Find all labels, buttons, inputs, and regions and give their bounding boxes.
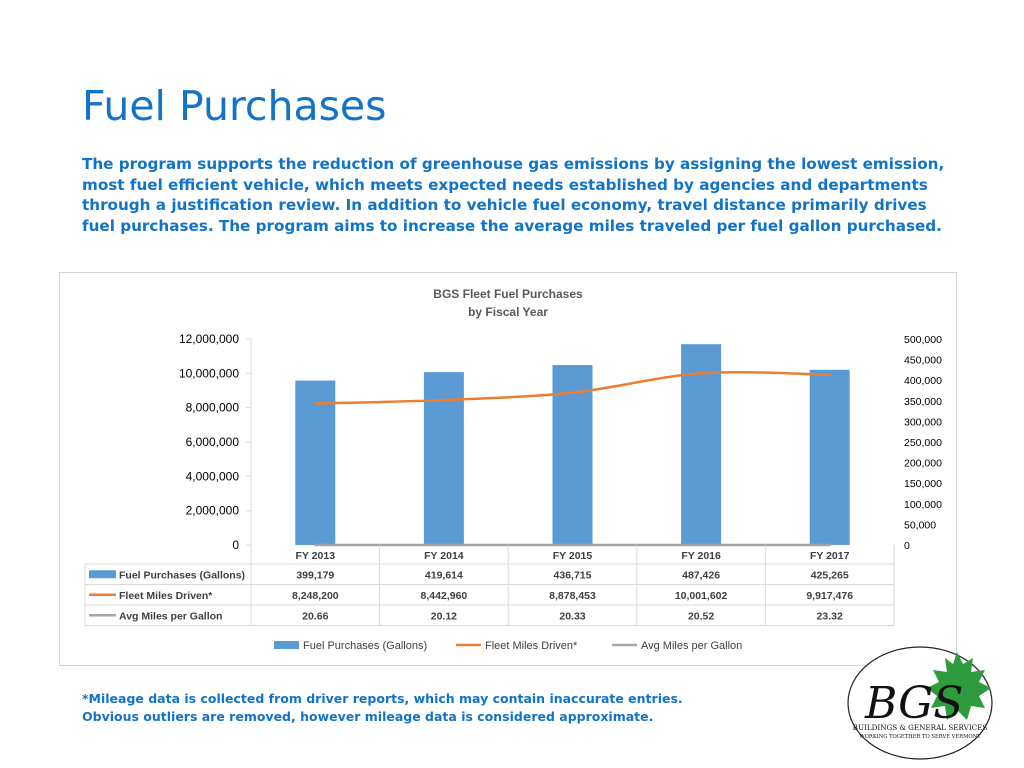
table-row-label: Fleet Miles Driven* [119, 590, 213, 602]
bar-fuel-purchases [295, 380, 336, 545]
footnote-line-1: *Mileage data is collected from driver r… [82, 691, 683, 706]
left-axis-tick-label: 4,000,000 [186, 469, 240, 483]
legend-key-bar [274, 641, 299, 649]
x-axis-category-label: FY 2015 [553, 550, 593, 562]
logo-line-2: WORKING TOGETHER TO SERVE VERMONT [859, 734, 981, 740]
left-axis-tick-label: 6,000,000 [186, 435, 240, 449]
table-cell-value: 8,878,453 [549, 590, 596, 602]
table-cell-value: 419,614 [425, 569, 463, 581]
bgs-logo: BGS BUILDINGS & GENERAL SERVICES WORKING… [847, 646, 993, 760]
x-axis-category-label: FY 2017 [810, 550, 850, 562]
table-cell-value: 425,265 [811, 569, 849, 581]
table-cell-value: 10,001,602 [675, 590, 728, 602]
table-legend-key-bar [89, 570, 116, 579]
bar-fuel-purchases [681, 344, 722, 545]
chart-title: BGS Fleet Fuel Purchases [433, 287, 583, 301]
left-axis-tick-label: 0 [232, 538, 239, 552]
right-axis-tick-label: 450,000 [904, 355, 942, 367]
legend-entry-label: Fleet Miles Driven* [485, 640, 578, 652]
right-axis-tick-label: 50,000 [904, 519, 936, 531]
maple-leaf-icon [927, 652, 991, 720]
table-cell-value: 487,426 [682, 569, 720, 581]
table-cell-value: 9,917,476 [806, 590, 853, 602]
table-cell-value: 8,442,960 [421, 590, 468, 602]
bar-fuel-purchases [423, 372, 464, 545]
table-cell-value: 436,715 [554, 569, 592, 581]
table-cell-value: 8,248,200 [292, 590, 339, 602]
table-row-label: Avg Miles per Gallon [119, 610, 222, 622]
x-axis-category-label: FY 2013 [296, 550, 336, 562]
left-axis-tick-label: 2,000,000 [186, 504, 240, 518]
left-axis-tick-label: 10,000,000 [179, 366, 239, 380]
line-fleet-miles-driven [314, 370, 831, 405]
chart-panel: BGS Fleet Fuel Purchases by Fiscal Year 0 2… [59, 272, 957, 666]
chart-subtitle: by Fiscal Year [468, 305, 548, 319]
bar-fuel-purchases [809, 369, 850, 545]
fuel-purchases-chart: BGS Fleet Fuel Purchases by Fiscal Year 0 2… [84, 287, 942, 652]
right-axis-tick-label: 500,000 [904, 334, 942, 346]
logo-initials: BGS [864, 678, 963, 729]
table-row-label: Fuel Purchases (Gallons) [119, 569, 245, 581]
intro-paragraph: The program supports the reduction of gr… [82, 155, 945, 235]
table-cell-value: 23.32 [817, 610, 843, 622]
right-axis-tick-label: 350,000 [904, 396, 942, 408]
right-axis-tick-label: 100,000 [904, 499, 942, 511]
left-axis-tick-label: 8,000,000 [186, 401, 240, 415]
left-axis-tick-label: 12,000,000 [179, 332, 239, 346]
x-axis-category-label: FY 2016 [681, 550, 721, 562]
right-axis-tick-label: 250,000 [904, 437, 942, 449]
x-axis-category-label: FY 2014 [424, 550, 464, 562]
footnote: *Mileage data is collected from driver r… [82, 690, 683, 726]
right-axis-tick-label: 300,000 [904, 416, 942, 428]
right-axis-tick-label: 400,000 [904, 375, 942, 387]
legend-entry-label: Fuel Purchases (Gallons) [303, 640, 427, 652]
right-axis-tick-label: 150,000 [904, 478, 942, 490]
footnote-line-2: Obvious outliers are removed, however mi… [82, 709, 654, 724]
right-axis-tick-label: 0 [904, 540, 910, 552]
legend-entry-label: Avg Miles per Gallon [641, 640, 742, 652]
table-cell-value: 399,179 [296, 569, 334, 581]
table-cell-value: 20.12 [431, 610, 457, 622]
logo-line-1: BUILDINGS & GENERAL SERVICES [853, 723, 988, 732]
right-axis-tick-label: 200,000 [904, 458, 942, 470]
table-cell-value: 20.52 [688, 610, 714, 622]
table-cell-value: 20.66 [302, 610, 328, 622]
table-cell-value: 20.33 [559, 610, 585, 622]
page-title: Fuel Purchases [82, 82, 387, 130]
